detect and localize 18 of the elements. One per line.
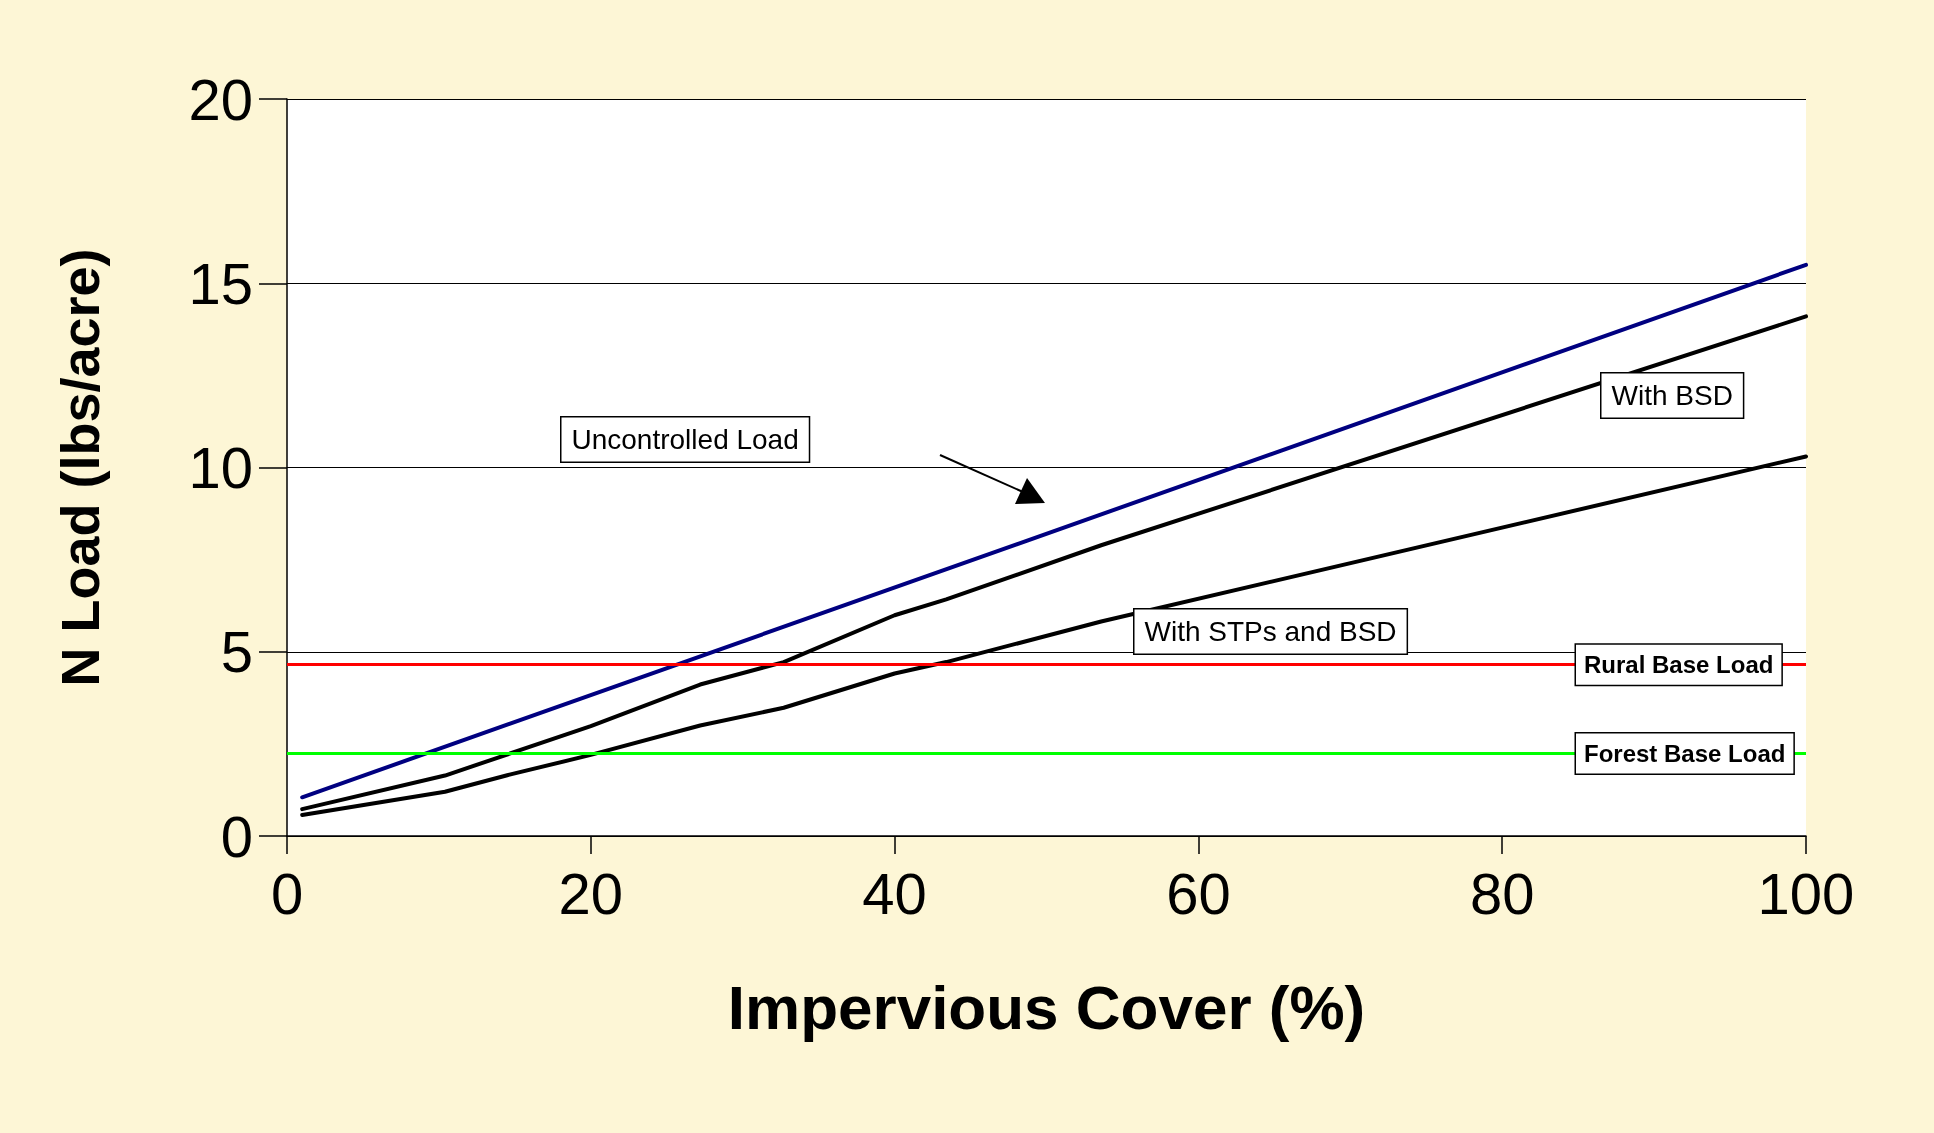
x-tick-label: 80 — [1469, 860, 1535, 926]
y-tick-label: 15 — [188, 250, 253, 316]
x-axis-title: Impervious Cover (%) — [727, 972, 1366, 1042]
ref-line-label: Rural Base Load — [1584, 651, 1774, 679]
x-tick-label: 100 — [1757, 860, 1855, 926]
x-tick-label: 0 — [270, 860, 304, 926]
y-axis-title: N Load (lbs/acre) — [50, 248, 110, 687]
y-tick-label: 20 — [188, 66, 253, 132]
annotation: Uncontrolled Load — [571, 424, 799, 455]
y-tick-label: 5 — [220, 619, 253, 685]
x-tick-label: 40 — [862, 860, 927, 926]
x-tick-label: 20 — [558, 860, 624, 926]
annotation: With BSD — [1611, 380, 1733, 411]
x-tick-label: 60 — [1166, 860, 1231, 926]
y-tick-label: 10 — [188, 435, 253, 500]
y-tick-label: 0 — [220, 803, 253, 869]
annotation: With STPs and BSD — [1144, 616, 1397, 647]
ref-line-label: Forest Base Load — [1584, 739, 1786, 767]
